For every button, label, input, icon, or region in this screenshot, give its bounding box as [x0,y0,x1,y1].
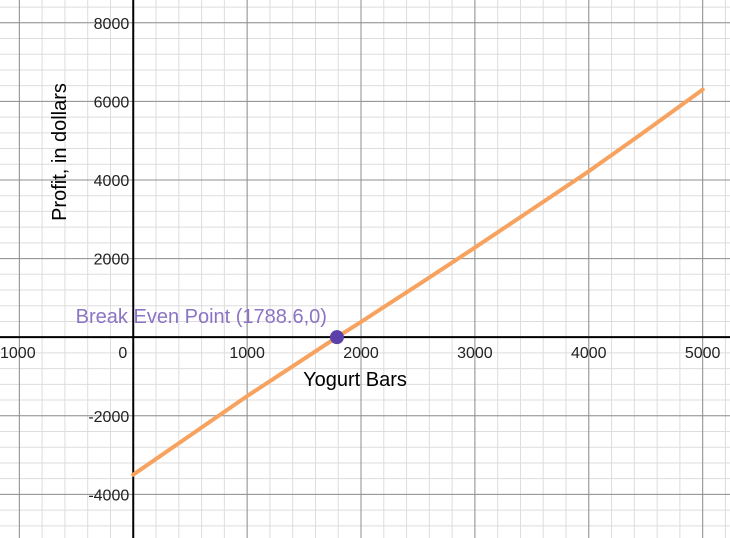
x-tick-label: 4000 [571,345,607,362]
x-tick-label: 0 [118,345,127,362]
break-even-point-marker [329,330,344,345]
y-axis-title: Profit, in dollars [49,83,71,221]
y-tick-label: 4000 [94,173,130,190]
x-tick-label: 5000 [685,345,721,362]
x-tick-label: 1000 [229,345,265,362]
y-tick-label: -2000 [88,409,129,426]
x-tick-label: 3000 [457,345,493,362]
y-tick-label: -4000 [88,487,129,504]
break-even-label: Break Even Point (1788.6,0) [76,306,327,328]
y-tick-label: 8000 [94,16,130,33]
annotation-layer: Break Even Point (1788.6,0) [76,306,344,345]
tick-labels: 1000 0 1000 2000 3000 4000 5000 -4000 -2000 2000 4… [0,16,721,505]
x-tick-label: 1000 [0,345,36,362]
y-tick-label: 6000 [94,94,130,111]
y-tick-label: 2000 [94,252,130,269]
x-axis-title: Yogurt Bars [303,369,407,391]
x-tick-label: 2000 [343,345,379,362]
profit-curve [131,87,705,477]
series-layer [131,87,705,477]
